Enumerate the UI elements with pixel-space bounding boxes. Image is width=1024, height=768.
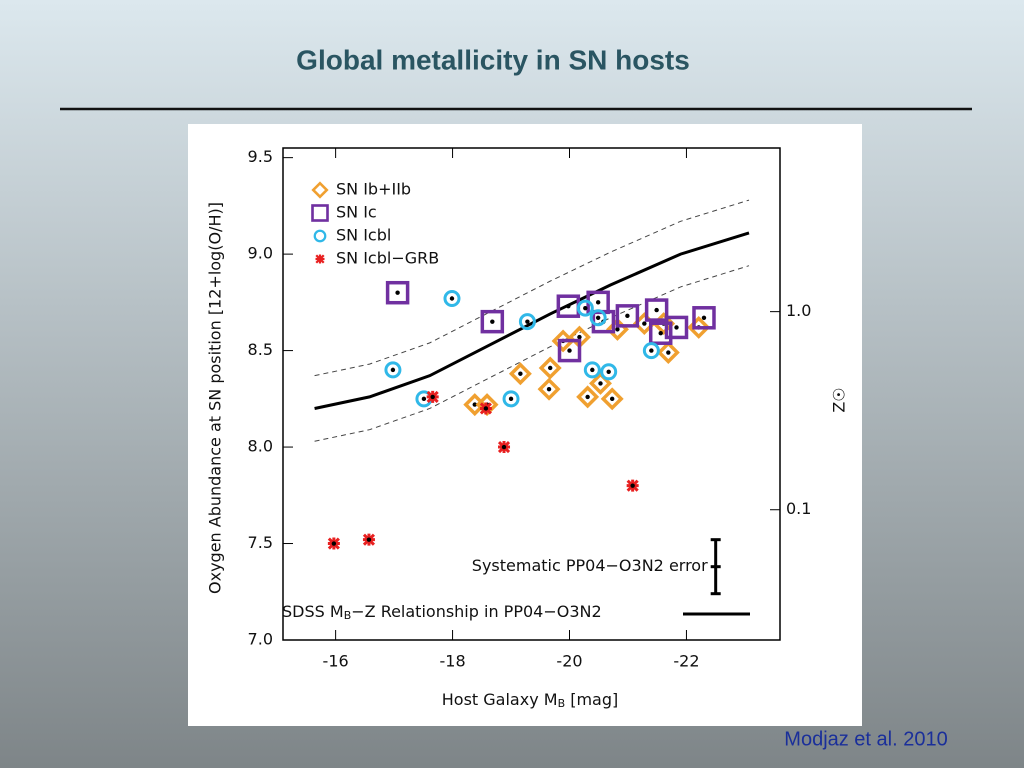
marker-center: [472, 402, 477, 407]
marker-center: [395, 290, 400, 295]
marker-center: [615, 327, 620, 332]
y-tick-label: 7.0: [248, 630, 273, 649]
marker-square: [385, 280, 410, 305]
marker-circle: [502, 390, 520, 408]
legend-label: SN Icbl−GRB: [336, 249, 439, 268]
marker-center: [654, 307, 659, 313]
y-tick-label: 8.0: [248, 437, 273, 456]
x-tick-label: -18: [439, 652, 465, 671]
marker-center: [625, 313, 630, 319]
marker-center: [421, 396, 427, 402]
marker-center: [546, 386, 552, 392]
marker-square: [480, 309, 505, 334]
marker-center: [606, 369, 611, 375]
marker-center: [630, 483, 635, 488]
relationship-band: [314, 199, 750, 377]
marker-center: [490, 319, 495, 324]
marker-center: [390, 367, 396, 373]
marker-center: [666, 350, 671, 355]
marker-square: [664, 315, 689, 340]
marker-center: [449, 296, 455, 301]
legend-label: SN Ib+IIb: [336, 180, 411, 199]
marker-square: [615, 304, 640, 328]
marker-square: [648, 321, 673, 345]
marker-center: [595, 315, 601, 320]
marker-square: [557, 338, 582, 363]
marker-center: [598, 381, 603, 386]
marker-center: [674, 325, 679, 330]
marker-circle: [313, 229, 327, 243]
y-tick-label: 8.5: [248, 340, 273, 359]
marker-center: [595, 300, 601, 305]
y2-tick-label: 1.0: [786, 301, 811, 320]
marker-circle: [443, 289, 461, 307]
marker-diamond: [508, 362, 532, 386]
relationship-legend: SDSS MB−Z Relationship in PP04−O3N2: [282, 602, 602, 623]
marker-center: [548, 365, 553, 371]
marker-center: [366, 537, 372, 542]
y2-axis-label: Z☉: [830, 387, 849, 412]
marker-center: [658, 331, 663, 336]
marker-center: [577, 334, 582, 340]
marker-center: [430, 394, 435, 400]
systematic-label: Systematic PP04−O3N2 error: [472, 556, 708, 575]
marker-center: [609, 396, 615, 402]
marker-diamond: [576, 385, 600, 409]
marker-center: [583, 305, 588, 311]
x-tick-label: -16: [323, 652, 349, 671]
marker-diamond: [537, 377, 561, 401]
marker-circle: [583, 361, 601, 379]
marker-center: [508, 396, 514, 402]
marker-diamond: [538, 356, 562, 380]
marker-diamond: [311, 181, 329, 199]
y2-tick-label: 0.1: [786, 499, 811, 518]
marker-center: [649, 348, 654, 353]
marker-square: [692, 306, 716, 330]
marker-circle: [600, 363, 618, 381]
marker-circle: [576, 299, 594, 317]
marker-circle: [589, 309, 607, 327]
legend-label: SN Icbl: [336, 226, 391, 245]
y-axis-label: Oxygen Abundance at SN position [12+log(…: [206, 202, 225, 594]
marker-square: [644, 298, 669, 322]
x-axis-label: Host Galaxy MB [mag]: [442, 690, 618, 711]
chart-background: [188, 124, 862, 726]
marker-circle: [518, 313, 536, 331]
marker-center: [483, 406, 489, 411]
marker-circle: [642, 342, 660, 360]
marker-square: [311, 204, 329, 222]
relationship-band: [314, 265, 750, 442]
marker-center: [642, 321, 647, 326]
plot-frame: [282, 147, 781, 641]
marker-center: [525, 319, 530, 324]
legend-label: SN Ic: [336, 203, 377, 222]
marker-circle: [384, 361, 402, 379]
x-tick-label: -22: [673, 652, 699, 671]
slide-title: Global metallicity in SN hosts: [296, 44, 690, 75]
marker-center: [518, 371, 523, 376]
x-tick-label: -20: [556, 652, 582, 671]
marker-center: [585, 394, 590, 400]
relationship-line: [314, 231, 750, 410]
marker-asterisk: [315, 254, 325, 264]
citation: Modjaz et al. 2010: [784, 728, 947, 750]
marker-center: [331, 541, 337, 546]
marker-center: [701, 315, 707, 320]
marker-diamond: [589, 371, 612, 395]
marker-center: [567, 348, 572, 353]
marker-center: [501, 444, 507, 450]
marker-center: [566, 304, 571, 309]
marker-diamond: [600, 387, 624, 411]
y-tick-label: 9.0: [248, 244, 273, 263]
marker-center: [590, 367, 595, 373]
y-tick-label: 9.5: [248, 147, 273, 166]
marker-diamond: [656, 341, 680, 364]
y-tick-label: 7.5: [248, 533, 273, 552]
